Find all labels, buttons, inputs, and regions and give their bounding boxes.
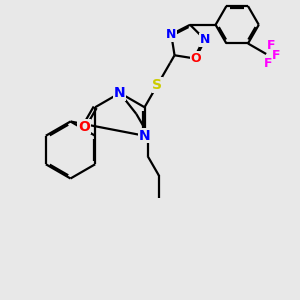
Text: N: N [200,33,210,46]
Text: F: F [272,49,280,62]
Text: O: O [190,52,201,65]
Text: O: O [78,120,90,134]
Text: N: N [114,86,126,100]
Text: N: N [139,129,150,143]
Text: S: S [152,78,162,92]
Text: F: F [264,57,272,70]
Text: N: N [166,28,176,41]
Text: F: F [267,39,275,52]
